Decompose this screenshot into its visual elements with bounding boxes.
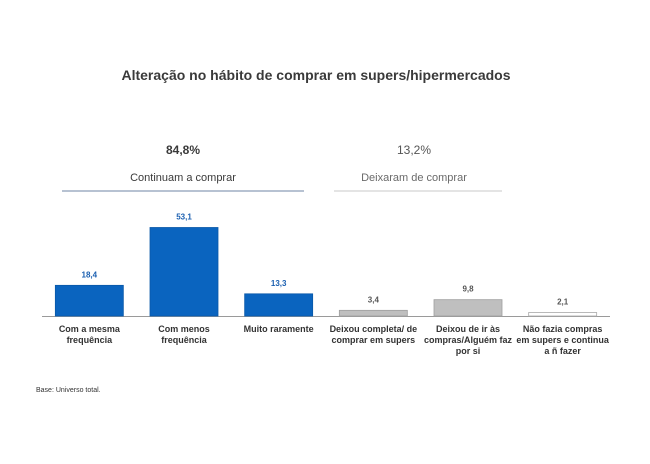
value-label: 9,8 [462,285,474,294]
category-label: frequência [161,335,208,345]
value-label: 2,1 [557,298,569,307]
category-label: frequência [67,335,114,345]
category-label: a ñ fazer [544,346,581,356]
bar [149,227,219,317]
bar [528,312,598,317]
category-label: Deixou de ir às [436,324,500,334]
category-label: em supers e continua [516,335,610,345]
category-label: Muito raramente [244,324,314,334]
bar [54,284,124,317]
base-note: Base: Universo total. [36,387,101,394]
bar [433,299,503,317]
bar [244,293,314,317]
group-percent: 84,8% [166,143,200,157]
category-label: por si [456,346,481,356]
value-label: 53,1 [176,213,192,222]
category-label: comprar em supers [332,335,416,345]
category-label: Não fazia compras [523,324,603,334]
group-percent: 13,2% [397,143,431,157]
category-label: Com menos [158,324,210,334]
chart-title: Alteração no hábito de comprar em supers… [121,67,510,83]
category-label: compras/Alguém faz [424,335,513,345]
value-label: 3,4 [368,295,380,304]
category-label: Com a mesma [59,324,121,334]
group-label: Continuam a comprar [130,172,236,184]
value-label: 18,4 [82,270,98,279]
bar [338,309,408,317]
category-label: Deixou completa/ de [330,324,418,334]
value-label: 13,3 [271,279,287,288]
group-label: Deixaram de comprar [361,172,467,184]
